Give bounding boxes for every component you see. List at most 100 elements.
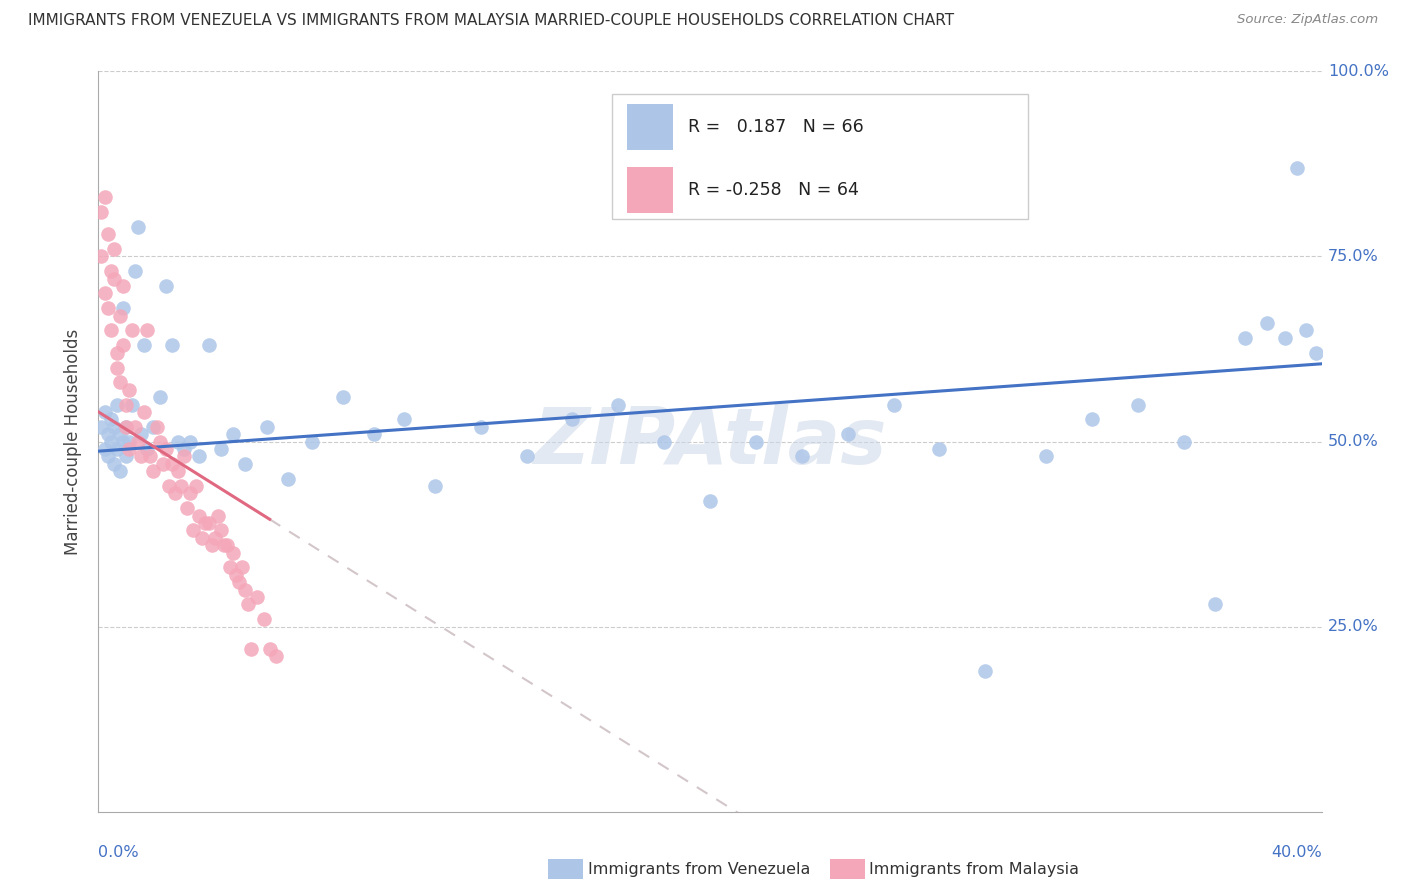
Y-axis label: Married-couple Households: Married-couple Households bbox=[65, 328, 83, 555]
Point bbox=[167, 464, 190, 478]
Point bbox=[134, 405, 156, 419]
Point bbox=[197, 338, 219, 352]
Point bbox=[179, 486, 201, 500]
Point bbox=[259, 641, 281, 656]
Point bbox=[139, 450, 162, 464]
Point bbox=[105, 345, 128, 359]
Point bbox=[252, 612, 274, 626]
Point bbox=[111, 279, 134, 293]
Point bbox=[160, 338, 183, 352]
Point bbox=[127, 434, 149, 449]
Point bbox=[1274, 331, 1296, 345]
Point bbox=[1286, 161, 1309, 175]
Point bbox=[209, 524, 232, 538]
Text: 0.0%: 0.0% bbox=[98, 845, 139, 860]
Point bbox=[176, 501, 198, 516]
Point bbox=[181, 524, 204, 538]
Point bbox=[561, 412, 583, 426]
Point bbox=[115, 419, 138, 434]
Point bbox=[90, 250, 112, 264]
Point bbox=[222, 427, 245, 442]
Point bbox=[100, 434, 122, 449]
Point bbox=[118, 434, 141, 449]
Point bbox=[124, 264, 146, 278]
Point bbox=[1234, 331, 1257, 345]
Point bbox=[173, 442, 195, 456]
Point bbox=[97, 301, 120, 316]
Point bbox=[233, 582, 256, 597]
Point bbox=[207, 508, 229, 523]
Text: 75.0%: 75.0% bbox=[1327, 249, 1378, 264]
Point bbox=[118, 383, 141, 397]
Bar bbox=[627, 104, 673, 150]
Point bbox=[204, 531, 226, 545]
Point bbox=[212, 538, 235, 552]
Point bbox=[121, 324, 143, 338]
Text: 50.0%: 50.0% bbox=[1327, 434, 1378, 449]
Point bbox=[188, 450, 211, 464]
Point bbox=[93, 190, 115, 204]
Point bbox=[363, 427, 385, 442]
Point bbox=[188, 508, 211, 523]
Point bbox=[134, 338, 156, 352]
Point bbox=[1173, 434, 1195, 449]
Point bbox=[470, 419, 492, 434]
Point bbox=[115, 450, 138, 464]
Point bbox=[1295, 324, 1317, 338]
Point bbox=[93, 442, 115, 456]
Point bbox=[167, 434, 190, 449]
Point bbox=[90, 205, 112, 219]
Text: IMMIGRANTS FROM VENEZUELA VS IMMIGRANTS FROM MALAYSIA MARRIED-COUPLE HOUSEHOLDS : IMMIGRANTS FROM VENEZUELA VS IMMIGRANTS … bbox=[28, 13, 955, 29]
Point bbox=[103, 271, 125, 285]
Point bbox=[392, 412, 416, 426]
Point bbox=[197, 516, 219, 530]
Point bbox=[97, 450, 120, 464]
Point bbox=[142, 419, 165, 434]
Point bbox=[974, 664, 997, 678]
Text: Source: ZipAtlas.com: Source: ZipAtlas.com bbox=[1237, 13, 1378, 27]
Point bbox=[115, 397, 138, 411]
Point bbox=[209, 442, 232, 456]
Point bbox=[90, 419, 112, 434]
Point bbox=[1305, 345, 1327, 359]
Point bbox=[423, 479, 446, 493]
Point bbox=[215, 538, 238, 552]
Point bbox=[145, 419, 167, 434]
Point bbox=[264, 649, 287, 664]
Text: 100.0%: 100.0% bbox=[1327, 64, 1389, 78]
Point bbox=[111, 338, 134, 352]
Point bbox=[607, 397, 630, 411]
Point bbox=[136, 442, 159, 456]
Point bbox=[121, 397, 143, 411]
Point bbox=[231, 560, 253, 574]
Point bbox=[108, 309, 131, 323]
Point bbox=[233, 457, 256, 471]
Point bbox=[883, 397, 905, 411]
Point bbox=[191, 531, 214, 545]
Point bbox=[103, 457, 125, 471]
Point bbox=[173, 450, 195, 464]
Point bbox=[149, 390, 172, 404]
Text: 25.0%: 25.0% bbox=[1327, 619, 1378, 634]
Point bbox=[163, 486, 186, 500]
Point bbox=[1128, 397, 1150, 411]
Point bbox=[97, 427, 120, 442]
Point bbox=[790, 450, 813, 464]
Point bbox=[652, 434, 675, 449]
Point bbox=[240, 641, 263, 656]
Point bbox=[105, 397, 128, 411]
Point bbox=[1081, 412, 1104, 426]
Point bbox=[129, 427, 152, 442]
Point bbox=[100, 412, 122, 426]
Point bbox=[129, 450, 152, 464]
Point bbox=[108, 427, 131, 442]
Point bbox=[149, 434, 172, 449]
Point bbox=[127, 219, 149, 234]
Point bbox=[108, 376, 131, 390]
Point bbox=[228, 575, 250, 590]
Point bbox=[699, 493, 721, 508]
Point bbox=[103, 242, 125, 256]
Point bbox=[1256, 316, 1278, 330]
Point bbox=[152, 457, 174, 471]
Point bbox=[97, 227, 120, 242]
